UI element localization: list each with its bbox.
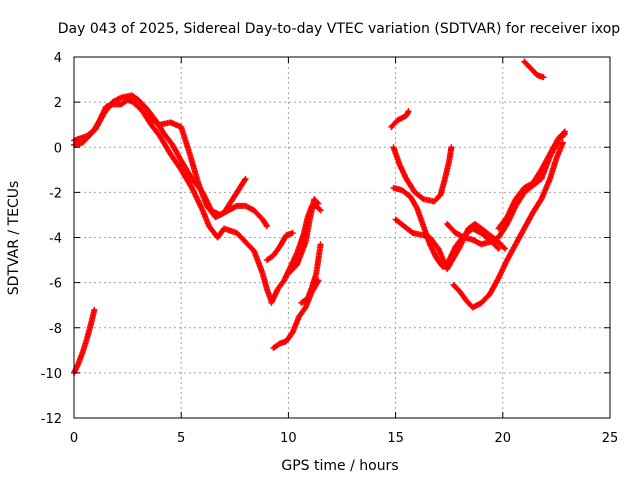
series-arc-5	[263, 229, 296, 264]
data-point	[315, 277, 322, 284]
y-tick-label: -2	[49, 186, 62, 201]
y-tick-label: 4	[54, 51, 62, 66]
data-point	[405, 108, 412, 115]
data-point	[495, 245, 502, 252]
data-point	[316, 206, 323, 213]
series-arc-1	[71, 96, 275, 304]
y-tick-label: -12	[41, 412, 62, 427]
y-tick-label: -8	[49, 322, 62, 337]
x-tick-label: 15	[387, 431, 404, 446]
data-point	[540, 74, 547, 81]
chart-title: Day 043 of 2025, Sidereal Day-to-day VTE…	[58, 21, 621, 37]
data-point	[413, 203, 420, 210]
data-point	[408, 229, 415, 236]
series-arc-15	[450, 139, 566, 311]
x-tick-label: 25	[602, 431, 619, 446]
grid-lines	[74, 57, 610, 418]
series-arc-10	[388, 108, 412, 130]
y-tick-labels: 4 2 0 -2 -4 -6 -8 -10 -12	[41, 51, 62, 427]
data-point	[315, 200, 322, 207]
data-point	[494, 244, 501, 251]
x-tick-label: 10	[280, 431, 297, 446]
data-point	[317, 241, 324, 248]
data-point	[419, 195, 426, 202]
x-tick-labels: 0 5 10 15 20 25	[70, 431, 618, 446]
series-arc-4	[124, 94, 249, 221]
data-point	[314, 199, 321, 206]
y-tick-label: 0	[54, 141, 62, 156]
x-tick-label: 20	[495, 431, 512, 446]
series-arc-9	[298, 241, 324, 306]
series-arc-17	[521, 58, 547, 81]
data-points	[71, 58, 568, 376]
data-point	[263, 222, 270, 229]
x-tick-label: 5	[177, 431, 185, 446]
y-tick-label: 2	[54, 96, 62, 111]
y-axis-title: SDTVAR / TECUs	[6, 181, 22, 296]
data-point	[91, 306, 98, 313]
series-arc-16	[495, 128, 568, 232]
data-point	[560, 129, 567, 136]
data-point	[263, 223, 270, 230]
data-point	[448, 144, 455, 151]
x-axis-title: GPS time / hours	[281, 458, 398, 474]
data-point	[500, 244, 507, 251]
data-point	[559, 139, 566, 146]
data-point	[317, 207, 324, 214]
data-point	[241, 176, 248, 183]
axis-ticks	[73, 56, 611, 419]
y-tick-label: -4	[49, 232, 62, 247]
series-arc-2	[71, 306, 98, 376]
data-point	[561, 128, 568, 135]
data-point	[289, 229, 296, 236]
x-tick-label: 0	[70, 431, 78, 446]
y-tick-label: -10	[41, 367, 62, 382]
series-arc-8	[285, 196, 322, 277]
y-tick-label: -6	[49, 277, 62, 292]
series-arc-13	[392, 216, 508, 273]
data-point	[242, 175, 249, 182]
series-arc-11	[390, 144, 455, 205]
series-arc-14	[444, 130, 568, 248]
data-point	[501, 245, 508, 252]
